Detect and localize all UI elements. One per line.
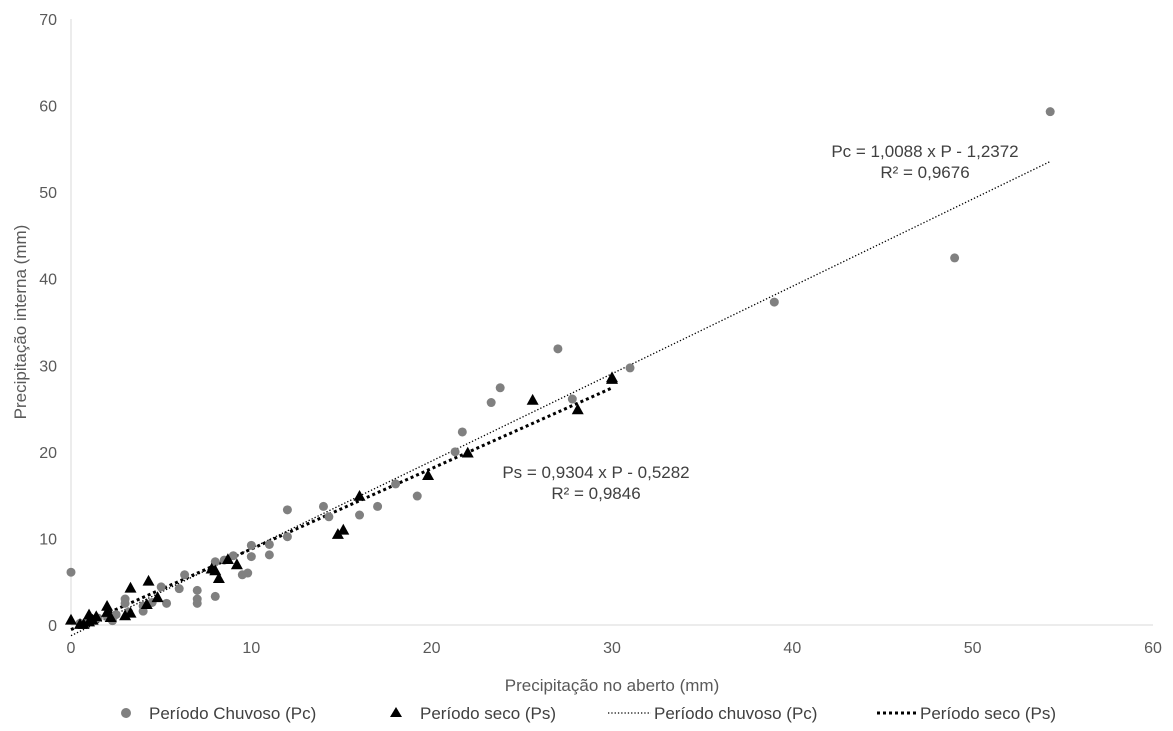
- data-point-ps: [571, 403, 584, 415]
- y-tick-label: 60: [39, 99, 57, 116]
- data-point-pc: [210, 591, 220, 601]
- data-point-pc: [174, 584, 184, 594]
- data-point-pc: [355, 510, 365, 520]
- data-point-pc: [486, 398, 496, 408]
- data-point-ps: [422, 469, 435, 481]
- x-tick-label: 60: [1144, 640, 1162, 657]
- data-point-ps: [221, 553, 234, 565]
- trendline-equations: Pc = 1,0088 x P - 1,2372 R² = 0,9676 Ps …: [502, 142, 1018, 503]
- x-tick-label: 0: [67, 640, 76, 657]
- data-point-ps: [526, 393, 539, 405]
- trendline-r2-ps: R² = 0,9846: [551, 484, 640, 503]
- data-point-ps: [140, 598, 153, 610]
- data-point-ps: [461, 446, 474, 458]
- data-point-pc: [180, 570, 190, 580]
- data-point-pc: [192, 585, 202, 595]
- data-point-ps: [212, 572, 225, 584]
- data-point-ps: [606, 371, 618, 383]
- data-point-pc: [391, 479, 401, 489]
- data-point-pc: [228, 551, 238, 561]
- y-tick-label: 0: [48, 618, 57, 635]
- x-tick-label: 50: [964, 640, 982, 657]
- data-point-ps: [337, 523, 350, 535]
- tick-labels: 0 10 20 30 40 50 60 0 10 20 30 40 50 60 70: [39, 12, 1162, 657]
- y-axis-title: Precipitação interna (mm): [11, 225, 30, 420]
- legend-marker-circle: [121, 708, 131, 718]
- x-tick-label: 10: [242, 640, 260, 657]
- y-tick-label: 40: [39, 272, 57, 289]
- x-tick-label: 40: [783, 640, 801, 657]
- data-point-pc: [66, 567, 76, 577]
- axes: Precipitação no aberto (mm) Precipitação…: [11, 19, 1153, 695]
- data-point-ps: [142, 574, 155, 586]
- data-point-ps: [101, 599, 114, 611]
- data-point-ps: [151, 591, 164, 603]
- data-point-pc: [553, 344, 563, 354]
- data-point-pc: [567, 394, 577, 404]
- data-point-pc: [282, 532, 292, 542]
- legend-label-pc-trend: Período chuvoso (Pc): [654, 704, 817, 723]
- data-point-pc: [156, 582, 166, 592]
- data-point-pc: [162, 598, 172, 608]
- data-point-pc: [264, 539, 274, 549]
- data-point-pc: [450, 447, 460, 457]
- legend-label-pc-points: Período Chuvoso (Pc): [149, 704, 316, 723]
- y-tick-label: 70: [39, 12, 57, 29]
- data-point-ps: [230, 558, 243, 570]
- y-tick-label: 10: [39, 531, 57, 548]
- data-point-ps: [353, 490, 366, 501]
- y-tick-label: 50: [39, 185, 57, 202]
- trendline-r2-pc: R² = 0,9676: [880, 163, 969, 182]
- data-point-ps: [331, 528, 344, 539]
- data-point-pc: [318, 501, 328, 511]
- data-point-pc: [243, 568, 253, 578]
- trendline-equation-ps: Ps = 0,9304 x P - 0,5282: [502, 463, 689, 482]
- data-point-ps: [209, 564, 222, 576]
- legend: Período Chuvoso (Pc) Período seco (Ps) P…: [121, 704, 1056, 723]
- data-point-ps: [124, 581, 137, 593]
- legend-label-ps-points: Período seco (Ps): [420, 704, 556, 723]
- data-point-pc: [111, 610, 121, 620]
- data-point-pc: [769, 297, 779, 307]
- data-point-pc: [120, 594, 130, 604]
- legend-marker-triangle: [390, 707, 402, 717]
- data-point-pc: [495, 383, 505, 393]
- data-point-ps: [65, 613, 77, 625]
- trendline-equation-pc: Pc = 1,0088 x P - 1,2372: [831, 142, 1018, 161]
- x-tick-label: 30: [603, 640, 621, 657]
- y-tick-label: 30: [39, 358, 57, 375]
- data-point-pc: [412, 491, 422, 501]
- data-point-pc: [210, 557, 220, 567]
- data-point-pc: [192, 594, 202, 604]
- data-point-pc: [324, 512, 334, 522]
- data-point-pc: [264, 550, 274, 560]
- data-point-pc: [1045, 107, 1055, 117]
- data-point-pc: [950, 253, 960, 263]
- data-point-pc: [246, 540, 256, 550]
- data-point-pc: [282, 505, 292, 515]
- x-tick-label: 20: [423, 640, 441, 657]
- data-point-ps: [90, 610, 103, 622]
- data-point-ps: [104, 611, 117, 623]
- trendline-ps: [70, 386, 613, 631]
- data-point-pc: [625, 363, 635, 373]
- data-point-ps: [124, 606, 137, 618]
- y-tick-label: 20: [39, 445, 57, 462]
- data-point-pc: [457, 427, 467, 437]
- data-point-pc: [246, 552, 256, 562]
- data-points: [65, 107, 1055, 629]
- legend-label-ps-trend: Período seco (Ps): [920, 704, 1056, 723]
- x-axis-title: Precipitação no aberto (mm): [505, 676, 719, 695]
- data-point-pc: [373, 501, 383, 511]
